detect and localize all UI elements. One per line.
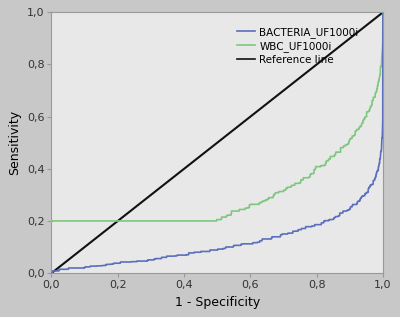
Legend: BACTERIA_UF1000i, WBC_UF1000i, Reference line: BACTERIA_UF1000i, WBC_UF1000i, Reference…: [232, 23, 363, 69]
Y-axis label: Sensitivity: Sensitivity: [8, 110, 21, 175]
X-axis label: 1 - Specificity: 1 - Specificity: [174, 296, 260, 309]
